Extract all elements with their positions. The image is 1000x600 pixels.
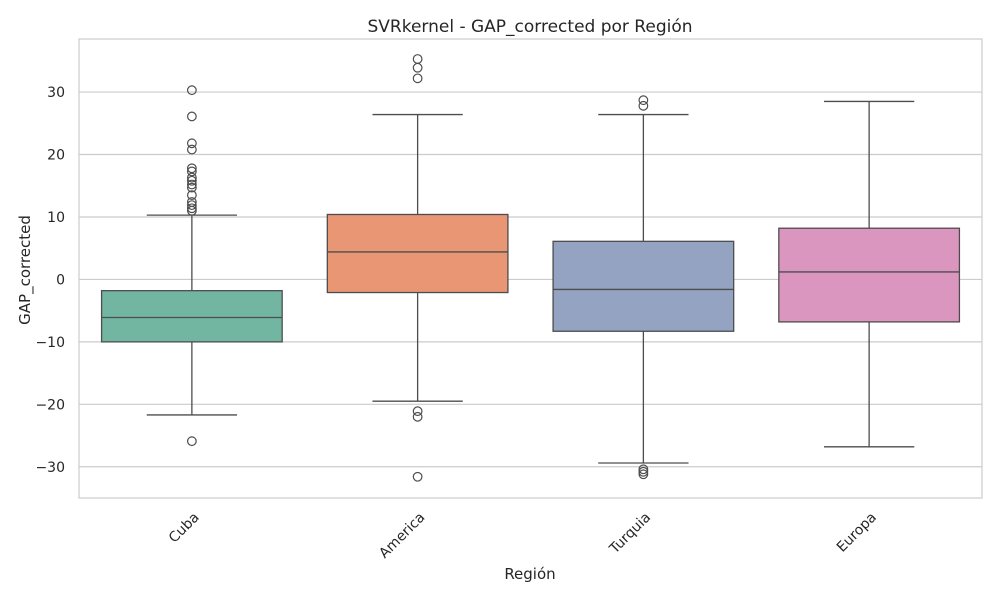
interquartile-box <box>552 240 735 332</box>
plot-frame <box>78 38 983 499</box>
y-tick-label: −10 <box>35 335 65 351</box>
chart-title: SVRkernel - GAP_corrected por Región <box>367 17 692 37</box>
outlier-point <box>186 179 197 190</box>
outlier-point <box>186 436 197 447</box>
outlier-point <box>412 411 423 422</box>
x-axis-label: Región <box>504 565 555 583</box>
outlier-point <box>186 144 197 155</box>
y-axis-label: GAP_corrected <box>16 215 35 325</box>
outlier-point <box>638 469 649 480</box>
outlier-point <box>638 100 649 111</box>
box-america <box>326 54 509 482</box>
y-tick-label: 10 <box>47 210 65 226</box>
outlier-point <box>186 205 197 216</box>
outlier-point <box>186 166 197 177</box>
outlier-point <box>186 190 197 201</box>
interquartile-box <box>100 290 283 343</box>
y-tick-label: −30 <box>35 460 65 476</box>
outlier-point <box>186 138 197 149</box>
outlier-point <box>412 62 423 73</box>
box-turquia <box>552 95 735 480</box>
outlier-point <box>186 203 197 214</box>
y-tick-label: −20 <box>35 397 65 413</box>
box-cuba <box>100 85 283 447</box>
outlier-point <box>186 175 197 186</box>
y-tick-label: 30 <box>47 85 65 101</box>
y-tick-label: 0 <box>56 272 65 288</box>
interquartile-box <box>778 227 961 323</box>
outlier-point <box>412 73 423 84</box>
outlier-point <box>186 200 197 211</box>
y-axis-ticks: −30 −20 −10 0 10 20 30 <box>35 85 65 476</box>
outlier-point <box>638 95 649 106</box>
outlier-point <box>186 85 197 96</box>
interquartile-box <box>326 213 509 294</box>
box-europa <box>778 100 961 448</box>
outlier-point <box>412 471 423 482</box>
outlier-point <box>638 466 649 477</box>
y-tick-label: 20 <box>47 148 65 164</box>
outlier-point <box>638 464 649 475</box>
outlier-point <box>186 182 197 193</box>
outlier-point <box>186 163 197 174</box>
boxes <box>100 54 961 482</box>
outlier-point <box>412 406 423 417</box>
outlier-point <box>186 172 197 183</box>
outlier-point <box>186 111 197 122</box>
